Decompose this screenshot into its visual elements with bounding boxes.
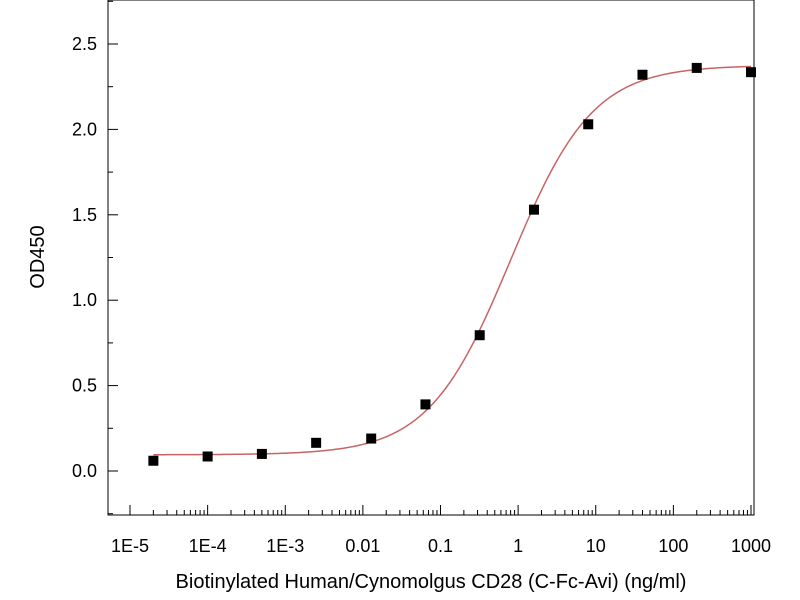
data-point-10: [691, 62, 702, 73]
data-point-4: [366, 433, 377, 444]
data-point-8: [583, 119, 594, 130]
y-tick-label-5: 2.5: [72, 34, 97, 54]
x-tick-label-1: 1E-4: [189, 536, 227, 556]
x-tick-label-3: 0.01: [345, 536, 380, 556]
y-ticks: 0.0 0.5 1.0 1.5 2.0 2.5: [72, 0, 118, 515]
x-tick-label-8: 1000: [731, 536, 771, 556]
x-tick-label-4: 0.1: [428, 536, 453, 556]
y-tick-label-4: 2.0: [72, 119, 97, 139]
data-point-9: [637, 69, 648, 80]
data-point-6: [474, 330, 485, 341]
y-tick-label-0: 0.0: [72, 461, 97, 481]
data-point-1: [202, 451, 213, 462]
x-tick-label-7: 100: [658, 536, 688, 556]
data-point-11: [746, 67, 756, 78]
data-points: [148, 62, 756, 466]
y-tick-label-2: 1.0: [72, 290, 97, 310]
x-tick-label-2: 1E-3: [266, 536, 304, 556]
x-axis-title: Biotinylated Human/Cynomolgus CD28 (C-Fc…: [176, 571, 687, 593]
x-tick-label-0: 1E-5: [111, 536, 149, 556]
x-tick-label-6: 10: [586, 536, 606, 556]
data-point-5: [420, 399, 431, 410]
data-point-0: [148, 455, 159, 466]
data-point-2: [256, 448, 267, 459]
y-tick-label-1: 0.5: [72, 376, 97, 396]
y-axis-title: OD450: [27, 225, 49, 288]
plot-frame: [107, 0, 755, 516]
y-tick-label-3: 1.5: [72, 205, 97, 225]
data-point-3: [311, 437, 322, 448]
data-point-7: [528, 204, 539, 215]
x-ticks: 1E-5 1E-4 1E-3 0.01 0.1 1 10 100 1000: [111, 505, 771, 556]
fit-curve: [153, 65, 752, 456]
x-tick-label-5: 1: [513, 536, 523, 556]
